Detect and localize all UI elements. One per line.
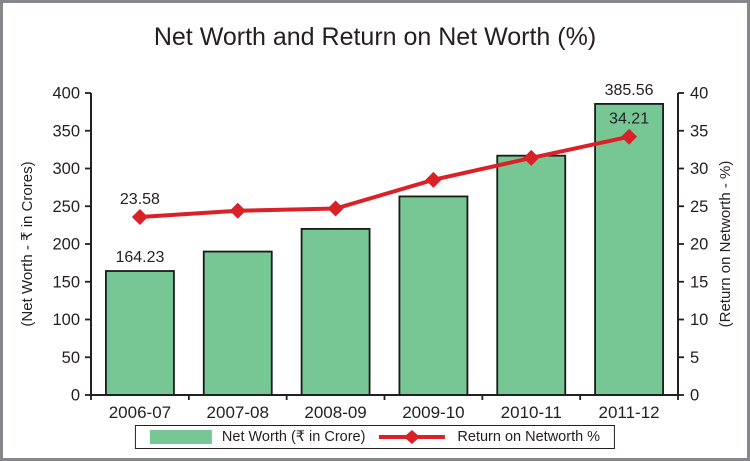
legend-return-line-marker-icon bbox=[378, 430, 445, 444]
right-axis-tick-label: 5 bbox=[690, 349, 699, 367]
left-axis-tick-label: 300 bbox=[52, 160, 80, 178]
bar-value-label: 164.23 bbox=[115, 249, 164, 266]
right-axis-tick-label: 35 bbox=[690, 122, 708, 140]
left-axis-tick-label: 50 bbox=[62, 349, 80, 367]
left-axis-tick-label: 0 bbox=[71, 387, 80, 405]
x-axis-category-label: 2011-12 bbox=[599, 403, 660, 422]
legend-networth-swatch-icon bbox=[149, 430, 212, 444]
plot-area: 0 50 100 150 200 250 300 350 400 0 5 10 15 20 25 30 35 40… bbox=[52, 82, 708, 422]
x-axis-category-label: 2010-11 bbox=[501, 403, 562, 422]
left-axis-tick-label: 350 bbox=[52, 122, 80, 140]
right-axis-tick-label: 15 bbox=[690, 273, 708, 291]
bar bbox=[300, 227, 371, 396]
bar-value-label: 385.56 bbox=[605, 82, 654, 99]
bar bbox=[496, 154, 567, 396]
line-marker-icon bbox=[425, 171, 442, 188]
return-line bbox=[139, 134, 630, 219]
left-axis-tick-label: 150 bbox=[52, 273, 80, 291]
x-axis-category-label: 2006-07 bbox=[109, 403, 171, 422]
chart-title: Net Worth and Return on Net Worth (%) bbox=[153, 23, 597, 51]
line-marker-icon bbox=[523, 149, 540, 166]
right-axis-tick-label: 0 bbox=[690, 387, 699, 405]
right-axis-title: (Return on Networth - %) bbox=[717, 160, 734, 328]
line-value-label: 23.58 bbox=[120, 191, 160, 208]
left-axis-title: (Net Worth - ₹ in Crores) bbox=[19, 161, 36, 327]
right-axis-tick-label: 30 bbox=[690, 160, 708, 178]
left-axis-tick-label: 400 bbox=[52, 85, 80, 103]
legend-networth-label: Net Worth (₹ in Crore) bbox=[221, 429, 366, 445]
chart-legend: Net Worth (₹ in Crore) Return on Networt… bbox=[134, 425, 616, 449]
x-axis-category-label: 2008-09 bbox=[304, 403, 366, 422]
line-value-label: 34.21 bbox=[609, 111, 649, 128]
bar bbox=[105, 270, 175, 396]
bar bbox=[398, 195, 469, 396]
left-axis-tick-label: 200 bbox=[52, 236, 80, 254]
bar bbox=[202, 250, 273, 396]
line-marker-icon bbox=[621, 128, 638, 145]
x-axis-category-label: 2009-10 bbox=[402, 403, 464, 422]
right-axis-tick-label: 25 bbox=[690, 198, 708, 216]
x-axis-category-label: 2007-08 bbox=[207, 403, 269, 422]
left-axis-tick-label: 100 bbox=[52, 311, 80, 329]
bar bbox=[594, 103, 664, 396]
right-axis-tick-label: 20 bbox=[690, 236, 708, 254]
line-marker-icon bbox=[327, 200, 344, 217]
legend-return-label: Return on Networth % bbox=[457, 429, 601, 445]
line-marker-icon bbox=[131, 208, 148, 225]
right-axis-tick-label: 40 bbox=[690, 85, 708, 103]
left-axis-tick-label: 250 bbox=[52, 198, 80, 216]
right-axis-tick-label: 10 bbox=[690, 311, 708, 329]
line-marker-icon bbox=[229, 202, 246, 219]
